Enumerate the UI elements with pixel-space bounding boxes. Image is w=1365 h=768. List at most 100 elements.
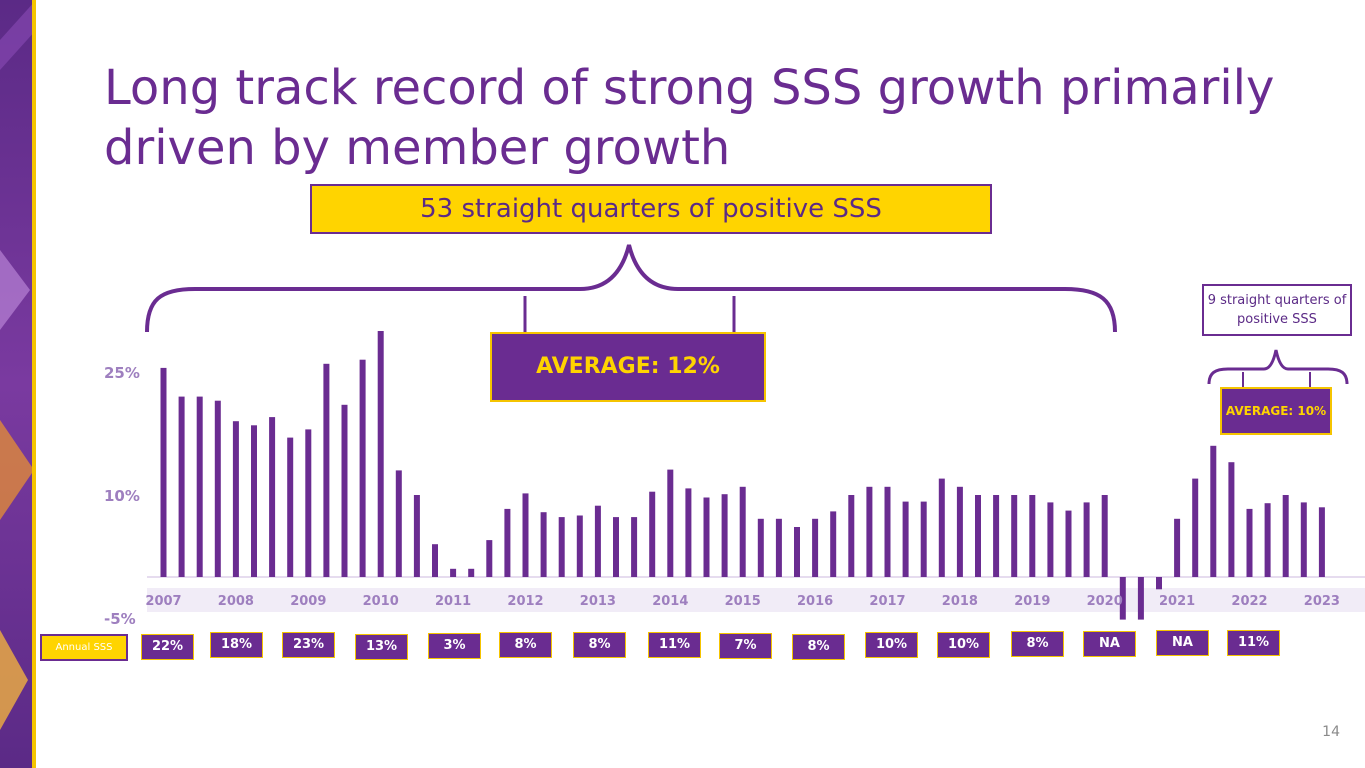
annual-sss-2012: 8% bbox=[499, 632, 552, 658]
bar-q64 bbox=[1300, 502, 1307, 577]
x-tick-label-2022: 2022 bbox=[1231, 594, 1267, 609]
x-tick-label-2015: 2015 bbox=[725, 594, 761, 609]
annual-sss-2011: 3% bbox=[428, 633, 481, 659]
bar-q55 bbox=[1137, 577, 1144, 620]
bar-q24 bbox=[576, 515, 583, 577]
brackets bbox=[145, 244, 1349, 387]
bar-q60 bbox=[1228, 462, 1235, 577]
x-tick-label-2021: 2021 bbox=[1159, 594, 1195, 609]
bar-q37 bbox=[812, 518, 819, 577]
bar-q63 bbox=[1282, 495, 1289, 577]
bar-q57 bbox=[1174, 518, 1181, 577]
bar-q19 bbox=[486, 540, 493, 577]
bar-q5 bbox=[232, 421, 239, 577]
bars-group bbox=[160, 331, 1325, 620]
x-tick-label-2020: 2020 bbox=[1087, 594, 1123, 609]
bar-q36 bbox=[794, 527, 800, 577]
annual-sss-2014: 11% bbox=[648, 632, 701, 658]
bar-q40 bbox=[866, 486, 873, 577]
bar-q42 bbox=[902, 501, 909, 577]
x-tick-label-2013: 2013 bbox=[580, 594, 616, 609]
x-tick-label-2016: 2016 bbox=[797, 594, 833, 609]
bar-q35 bbox=[775, 518, 782, 577]
bar-q13 bbox=[377, 331, 384, 577]
page-number: 14 bbox=[1322, 724, 1340, 740]
bar-q9 bbox=[305, 429, 312, 577]
bar-q62 bbox=[1264, 503, 1271, 577]
bar-q27 bbox=[631, 517, 638, 577]
annual-sss-2015: 7% bbox=[719, 633, 772, 659]
bar-q30 bbox=[685, 488, 692, 577]
bar-q51 bbox=[1065, 510, 1072, 577]
x-tick-label-2019: 2019 bbox=[1014, 594, 1050, 609]
annual-sss-2022: 11% bbox=[1227, 630, 1280, 656]
bar-q23 bbox=[558, 517, 565, 577]
x-tick-label-2017: 2017 bbox=[869, 594, 905, 609]
recent-quarters-note: 9 straight quarters of positive SSS bbox=[1202, 284, 1352, 336]
bar-q56 bbox=[1156, 577, 1162, 590]
positive-quarters-banner: 53 straight quarters of positive SSS bbox=[310, 184, 992, 234]
x-tick-label-2010: 2010 bbox=[363, 594, 399, 609]
annual-sss-2007: 22% bbox=[141, 634, 194, 660]
bar-q59 bbox=[1210, 445, 1217, 577]
bar-q1 bbox=[160, 367, 167, 577]
annual-sss-2020: NA bbox=[1083, 631, 1136, 657]
x-tick-label-2008: 2008 bbox=[218, 594, 254, 609]
bar-q49 bbox=[1029, 495, 1036, 577]
bar-q11 bbox=[341, 404, 348, 577]
bar-q31 bbox=[703, 497, 710, 577]
bar-q53 bbox=[1101, 495, 1108, 577]
annual-sss-2013: 8% bbox=[573, 632, 626, 658]
bar-q20 bbox=[504, 508, 511, 577]
bar-q7 bbox=[269, 417, 276, 577]
bar-q28 bbox=[649, 491, 656, 577]
bar-q38 bbox=[830, 511, 837, 577]
y-tick-label: -5% bbox=[104, 610, 136, 628]
bar-q29 bbox=[667, 469, 674, 577]
bar-q34 bbox=[757, 518, 764, 577]
average-main-box: AVERAGE: 12% bbox=[490, 332, 766, 402]
bar-q2 bbox=[178, 396, 185, 577]
bar-q46 bbox=[975, 495, 981, 577]
bar-q15 bbox=[413, 495, 420, 577]
x-tick-label-2018: 2018 bbox=[942, 594, 978, 609]
bar-q22 bbox=[540, 512, 547, 577]
bar-q25 bbox=[594, 505, 601, 577]
bar-q18 bbox=[468, 568, 475, 577]
x-axis-ticks: 2007 2008 2009 2010 2011 2012 2013 2014 2015 2016… bbox=[145, 594, 1340, 609]
annual-sss-2009: 23% bbox=[282, 632, 335, 658]
slide-title: Long track record of strong SSS growth p… bbox=[104, 60, 1275, 176]
bar-q14 bbox=[395, 470, 402, 577]
x-tick-label-2011: 2011 bbox=[435, 594, 471, 609]
y-axis-ticks: 25% 10% -5% bbox=[104, 364, 140, 628]
annual-sss-2017: 10% bbox=[865, 632, 918, 658]
annual-sss-2018: 10% bbox=[937, 632, 990, 658]
bar-q21 bbox=[522, 493, 529, 577]
annual-sss-2019: 8% bbox=[1011, 631, 1064, 657]
bar-q26 bbox=[613, 517, 619, 577]
x-tick-label-2012: 2012 bbox=[507, 594, 543, 609]
annual-sss-2016: 8% bbox=[792, 634, 845, 660]
x-tick-label-2023: 2023 bbox=[1304, 594, 1340, 609]
bar-q39 bbox=[848, 495, 855, 577]
annual-sss-2010: 13% bbox=[355, 634, 408, 660]
y-tick-label: 10% bbox=[104, 487, 140, 505]
bar-q6 bbox=[251, 425, 257, 577]
average-small-box: AVERAGE: 10% bbox=[1220, 387, 1332, 435]
x-tick-label-2014: 2014 bbox=[652, 594, 688, 609]
main-curly-bracket bbox=[145, 244, 1117, 333]
x-tick-label-2009: 2009 bbox=[290, 594, 326, 609]
bar-q61 bbox=[1246, 508, 1253, 577]
bar-q10 bbox=[323, 363, 330, 577]
bar-q33 bbox=[739, 486, 746, 577]
y-tick-label: 25% bbox=[104, 364, 140, 382]
bar-q52 bbox=[1083, 502, 1090, 577]
bar-q32 bbox=[721, 494, 728, 577]
bar-q3 bbox=[196, 396, 203, 577]
bar-q12 bbox=[359, 359, 366, 577]
bar-q47 bbox=[993, 495, 1000, 577]
annual-sss-label: Annual SSS bbox=[40, 634, 128, 661]
side-pattern-graphic bbox=[0, 0, 36, 730]
bar-q41 bbox=[884, 486, 891, 577]
